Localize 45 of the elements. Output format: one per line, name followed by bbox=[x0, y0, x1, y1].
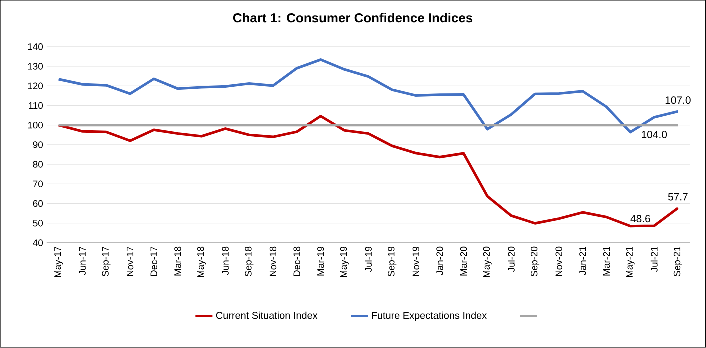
y-tick-label: 80 bbox=[33, 161, 44, 168]
x-tick-label: Nov-20 bbox=[556, 246, 562, 276]
y-tick-label: 130 bbox=[28, 63, 44, 70]
x-tick-label: Sep-19 bbox=[388, 246, 397, 277]
x-tick-label: Jul-21 bbox=[650, 247, 658, 272]
x-tick-label: Mar-21 bbox=[603, 247, 610, 276]
x-tick-label: Nov-17 bbox=[126, 247, 134, 276]
data-label: 107.0 bbox=[666, 96, 691, 104]
legend-label: Current Situation Index bbox=[216, 312, 318, 320]
x-tick-label: Nov-19 bbox=[412, 246, 420, 276]
x-tick-label: May-19 bbox=[340, 246, 349, 278]
x-tick-label: Sep-21 bbox=[674, 247, 682, 277]
y-tick-label: 120 bbox=[28, 82, 44, 90]
y-tick-label: 140 bbox=[28, 44, 44, 50]
y-tick-label: 60 bbox=[33, 200, 44, 208]
x-tick-label: Mar-18 bbox=[174, 246, 182, 276]
x-tick-label: May-17 bbox=[54, 247, 64, 278]
x-tick-label: Jun-18 bbox=[222, 246, 229, 276]
x-tick-label: Dec-17 bbox=[150, 247, 158, 276]
x-tick-label: Dec-18 bbox=[294, 246, 300, 276]
x-tick-label: May-20 bbox=[483, 246, 492, 278]
x-tick-label: Nov-18 bbox=[270, 246, 277, 276]
y-tick-label: 70 bbox=[33, 180, 44, 188]
legend-label: Future Expectations Index bbox=[372, 312, 487, 322]
x-tick-label: Mar-19 bbox=[318, 246, 324, 276]
x-tick-label: Mar-20 bbox=[460, 246, 468, 276]
chart-title: Chart 1: Consumer Confidence Indices bbox=[233, 13, 473, 23]
x-tick-label: May-21 bbox=[626, 247, 635, 278]
x-tick-label: Jan-21 bbox=[580, 247, 586, 276]
x-tick-label: Sep-20 bbox=[530, 246, 540, 277]
y-tick-label: 40 bbox=[33, 240, 44, 246]
x-tick-label: Jul-20 bbox=[508, 246, 515, 272]
data-label: 48.6 bbox=[630, 215, 650, 223]
y-tick-label: 110 bbox=[29, 102, 44, 110]
y-tick-label: 90 bbox=[33, 142, 44, 148]
y-tick-label: 100 bbox=[28, 122, 44, 129]
x-tick-label: Sep-17 bbox=[102, 247, 111, 277]
x-tick-label: Jun-17 bbox=[79, 247, 86, 276]
data-label: 57.7 bbox=[668, 193, 688, 201]
x-tick-label: Jul-19 bbox=[365, 246, 372, 272]
x-tick-label: Jan-20 bbox=[436, 246, 444, 276]
data-label: 104.0 bbox=[642, 131, 668, 138]
y-tick-label: 50 bbox=[33, 220, 44, 227]
x-tick-label: May-18 bbox=[197, 246, 206, 278]
x-tick-label: Sep-18 bbox=[245, 246, 254, 277]
